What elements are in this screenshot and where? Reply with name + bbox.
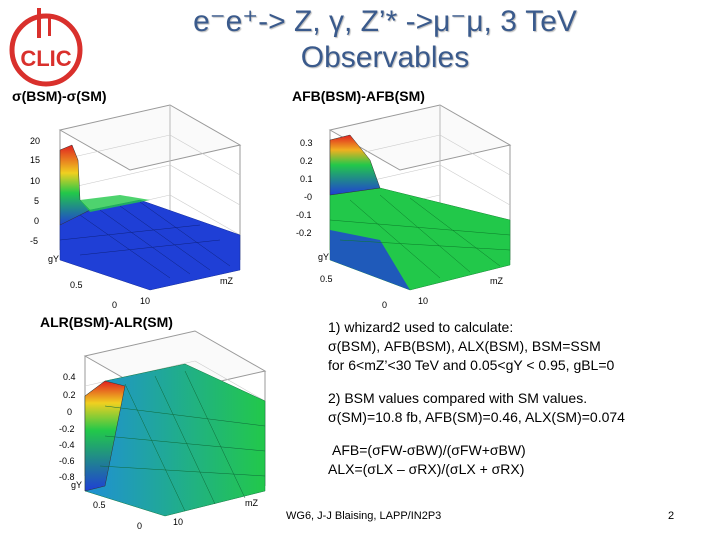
footer-credit: WG6, J-J Blaising, LAPP/IN2P3 — [286, 510, 442, 522]
plot-alr: 0.4 0.2 0 -0.2 -0.4 -0.6 -0.8 0.5 gY 0 1… — [45, 326, 285, 531]
plot3-z-tick: 0.2 — [63, 390, 76, 400]
plot3-x-tick: 10 — [173, 517, 183, 527]
note-1-heading: 1) whizard2 used to calculate: — [328, 319, 514, 335]
plot1-x-axis-label: mZ — [220, 276, 233, 286]
plot3-y-tick: 0.5 — [93, 500, 106, 510]
slide-title: e⁻e⁺-> Z, γ, Z’* ->μ⁻μ, 3 TeV Observable… — [150, 4, 620, 76]
plot1-label: σ(BSM)-σ(SM) — [12, 88, 107, 104]
plot1-z-ticks: 20 15 10 5 0 -5 — [30, 136, 40, 246]
plot1-y-tick: 0.5 — [70, 280, 83, 290]
plot2-y-tick: 0.5 — [320, 274, 333, 284]
plot1-z-tick: 15 — [30, 155, 40, 165]
plot3-z-tick: 0.4 — [63, 372, 76, 382]
plot1-z-tick: 0 — [34, 216, 39, 226]
plot2-label: AFB(BSM)-AFB(SM) — [292, 88, 425, 104]
plot-sigma: 20 15 10 5 0 -5 0.5 gY 0 10 mZ — [20, 100, 260, 310]
plot1-z-tick: 20 — [30, 136, 40, 146]
plot-afb: 0.3 0.2 0.1 -0 -0.1 -0.2 0.5 gY 0 10 mZ — [290, 100, 530, 310]
note-1-line-2: σ(BSM), AFB(BSM), ALX(BSM), BSM=SSM — [328, 338, 601, 354]
plot3-z-tick: -0.2 — [59, 424, 75, 434]
plot2-x-tick: 0 — [382, 300, 387, 310]
plot3-z-tick: -0.8 — [59, 472, 75, 482]
plot3-z-tick: 0 — [67, 407, 72, 417]
plot2-x-axis-label: mZ — [490, 276, 503, 286]
plot2-z-tick: 0.3 — [300, 138, 313, 148]
plot1-y-axis-label: gY — [48, 254, 59, 264]
page-number: 2 — [668, 510, 675, 522]
note-2-line-2: σ(SM)=10.8 fb, AFB(SM)=0.46, ALX(SM)=0.0… — [328, 409, 625, 425]
plot3-label: ALR(BSM)-ALR(SM) — [40, 314, 173, 330]
title-line-2: Observables — [300, 41, 470, 74]
clic-logo: CLIC — [6, 6, 86, 88]
plot1-x-tick: 10 — [140, 296, 150, 306]
plot3-z-tick: -0.6 — [59, 456, 75, 466]
formula-afb: AFB=(σFW-σBW)/(σFW+σBW) — [332, 442, 526, 458]
plot2-z-tick: -0.2 — [296, 228, 312, 238]
plot2-z-tick: 0.1 — [300, 174, 313, 184]
plot3-x-axis-label: mZ — [245, 498, 258, 508]
plot2-x-tick: 10 — [418, 296, 428, 306]
notes-block: 1) whizard2 used to calculate: σ(BSM), A… — [328, 318, 708, 479]
plot3-x-tick: 0 — [137, 521, 142, 531]
plot1-z-tick: 10 — [30, 176, 40, 186]
formula-alx: ALX=(σLX – σRX)/(σLX + σRX) — [328, 461, 525, 477]
plot2-z-tick: -0 — [304, 192, 312, 202]
plot1-z-tick: -5 — [30, 236, 38, 246]
plot3-y-axis-label: gY — [71, 480, 82, 490]
plot2-z-tick: 0.2 — [300, 156, 313, 166]
note-2-heading: 2) BSM values compared with SM values. — [328, 390, 588, 406]
note-1-line-3: for 6<mZ’<30 TeV and 0.05<gY < 0.95, gBL… — [328, 357, 615, 373]
plot1-x-tick: 0 — [112, 300, 117, 310]
logo-text: CLIC — [20, 46, 71, 71]
title-line-1: e⁻e⁺-> Z, γ, Z’* ->μ⁻μ, 3 TeV — [193, 5, 577, 38]
plot1-z-tick: 5 — [34, 196, 39, 206]
plot2-y-axis-label: gY — [318, 252, 329, 262]
plot3-z-tick: -0.4 — [59, 440, 75, 450]
plot2-z-tick: -0.1 — [296, 210, 312, 220]
